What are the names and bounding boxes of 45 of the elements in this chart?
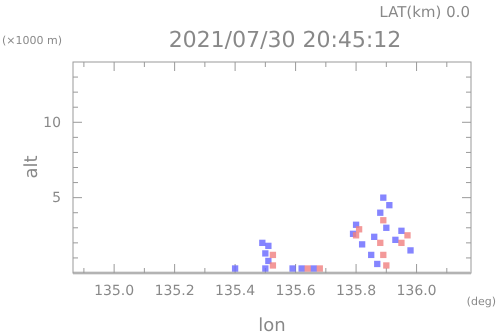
point — [377, 210, 384, 216]
point — [262, 250, 269, 257]
point — [289, 265, 296, 272]
point — [262, 265, 269, 272]
point — [377, 240, 384, 246]
chart-subtitle: LAT(km) 0.0 — [379, 3, 470, 21]
x-tick-label: 136.0 — [396, 282, 437, 299]
chart-title: 2021/07/30 20:45:12 — [168, 28, 402, 53]
x-axis-title: lon — [258, 315, 286, 336]
point — [358, 241, 366, 248]
x-tick-label: 135.4 — [215, 282, 256, 299]
point — [270, 252, 276, 258]
text: (×1000 m) — [2, 34, 62, 47]
point — [383, 262, 390, 269]
x-tick-label: 135.8 — [336, 282, 376, 299]
x-tick-label: 135.2 — [154, 282, 195, 299]
point — [265, 258, 272, 264]
x-tick-label: 135.6 — [276, 282, 316, 299]
point — [316, 265, 323, 272]
point — [383, 224, 390, 231]
point — [404, 232, 411, 238]
point — [398, 240, 405, 246]
point — [380, 194, 386, 201]
point — [374, 260, 380, 268]
x-tick-label: 135.0 — [94, 282, 134, 299]
point — [259, 240, 266, 246]
point — [356, 226, 362, 232]
y-tick-label: 5 — [52, 190, 61, 206]
point — [380, 252, 386, 258]
point — [304, 265, 311, 272]
point — [352, 232, 360, 238]
point — [407, 247, 414, 254]
point — [270, 262, 276, 269]
y-tick-label: 10 — [43, 114, 61, 131]
point — [398, 228, 405, 234]
point — [371, 234, 378, 240]
point — [386, 202, 393, 208]
y-axis-title: alt — [21, 155, 42, 179]
text: (deg) — [466, 295, 496, 308]
point — [392, 236, 399, 244]
point — [298, 265, 305, 272]
point — [232, 265, 238, 272]
point — [368, 252, 374, 258]
point — [380, 217, 386, 224]
point — [265, 242, 272, 250]
